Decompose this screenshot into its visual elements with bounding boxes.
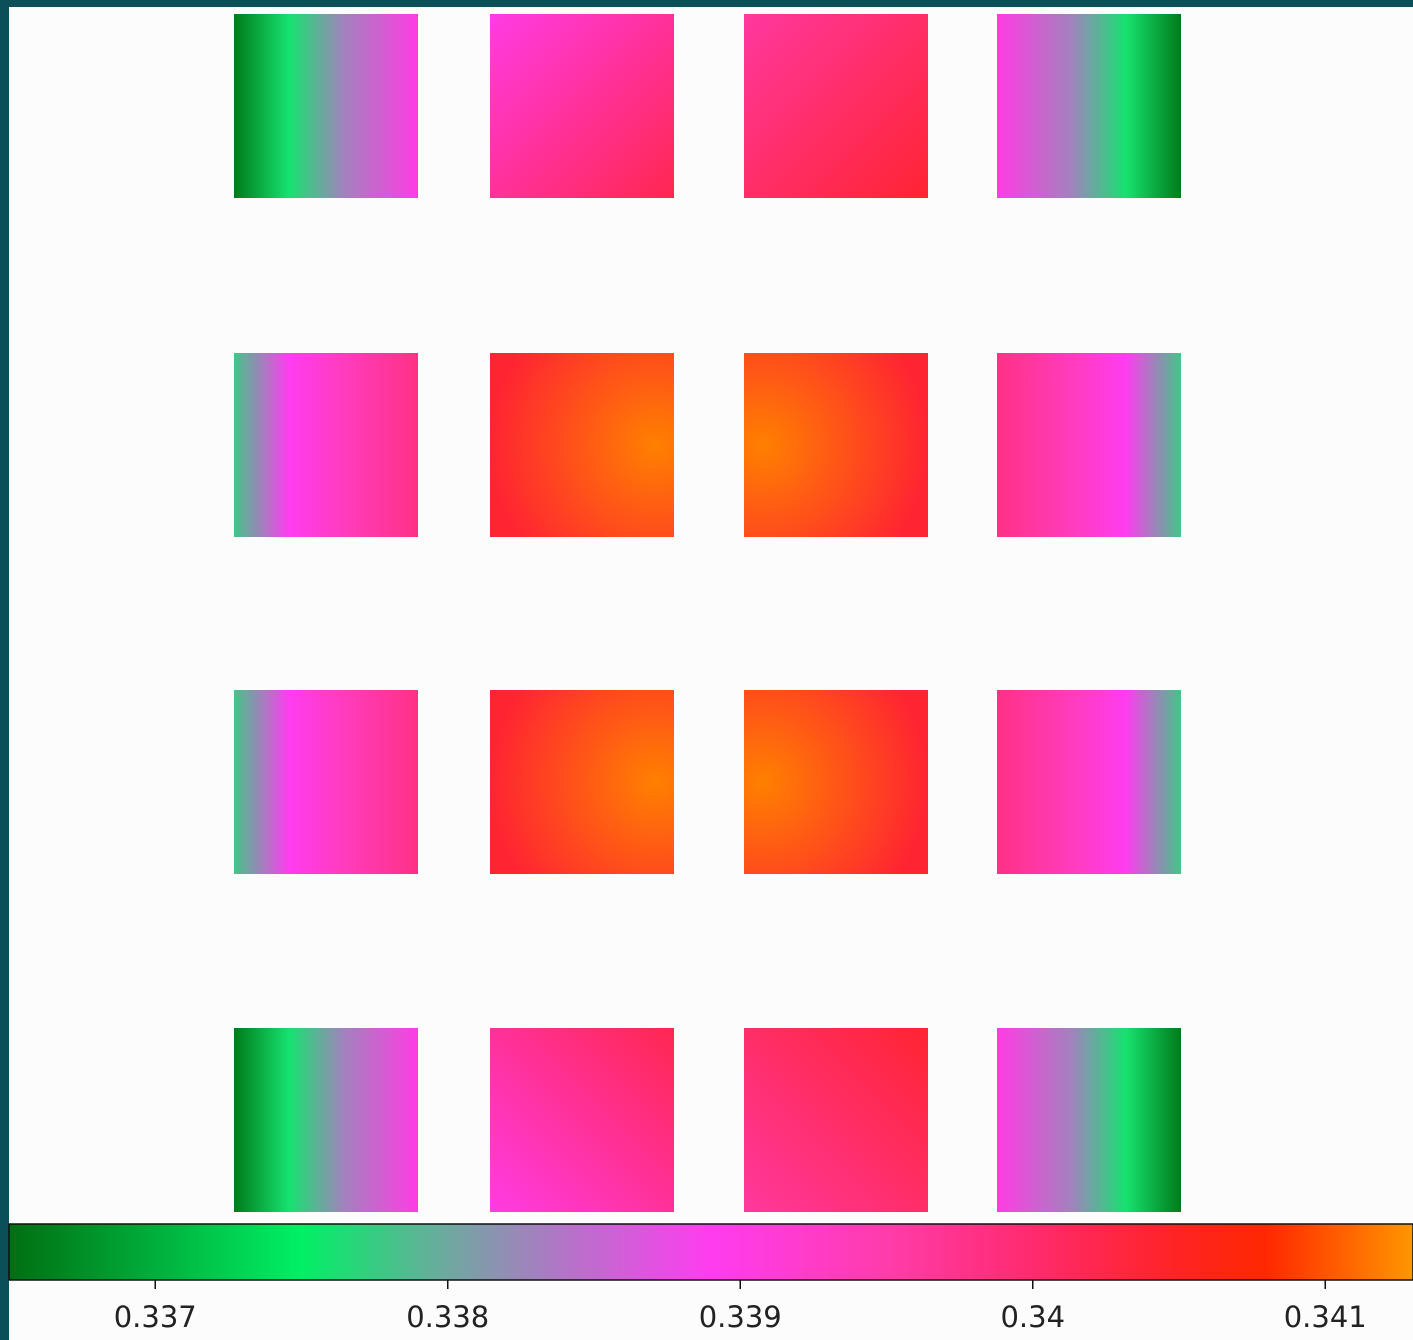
heatmap-cell <box>234 690 418 874</box>
heatmap-cell <box>490 690 674 874</box>
heatmap-cell <box>234 353 418 537</box>
heatmap-cells <box>234 14 1181 1212</box>
colorbar-tick-label: 0.338 <box>406 1300 489 1334</box>
heatmap-cell <box>744 14 928 198</box>
colorbar-tick-label: 0.34 <box>1000 1300 1065 1334</box>
heatmap-cell <box>997 690 1181 874</box>
colorbar-tick-label: 0.339 <box>699 1300 782 1334</box>
heatmap-cell <box>490 353 674 537</box>
heatmap-cell <box>744 690 928 874</box>
heatmap-cell <box>234 1028 418 1212</box>
heatmap-cell <box>744 1028 928 1212</box>
heatmap-cell <box>997 14 1181 198</box>
colorbar-ticks: 0.337 0.338 0.339 0.34 0.341 <box>114 1280 1367 1334</box>
heatmap-cell <box>997 353 1181 537</box>
colorbar-tick-label: 0.337 <box>114 1300 197 1334</box>
colorbar <box>8 1223 1413 1281</box>
heatmap-cell <box>490 1028 674 1212</box>
colorbar-tick-label: 0.341 <box>1284 1300 1367 1334</box>
heatmap-cell <box>997 1028 1181 1212</box>
heatmap-cell <box>490 14 674 198</box>
heatmap-cell <box>234 14 418 198</box>
heatmap-cell <box>744 353 928 537</box>
